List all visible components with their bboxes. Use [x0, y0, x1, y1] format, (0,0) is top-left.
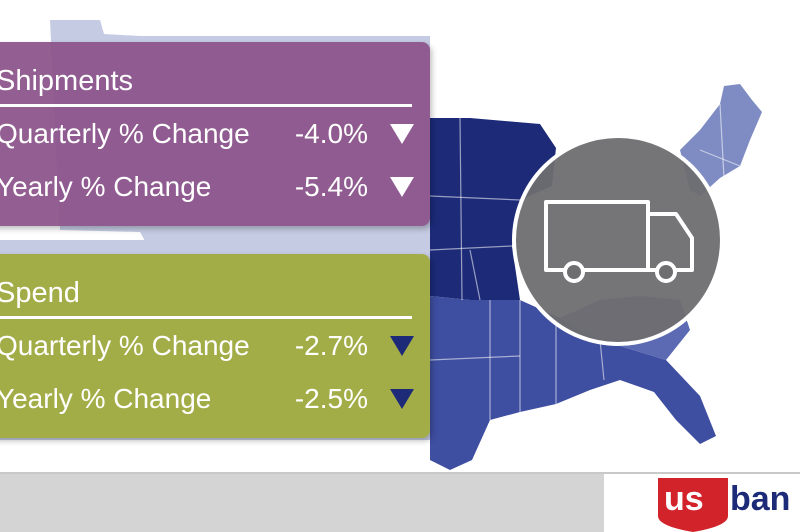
- down-triangle-icon: [390, 336, 414, 356]
- shipments-yearly-label: Yearly % Change: [0, 171, 212, 202]
- shipments-quarterly-value: -4.0%: [294, 118, 368, 149]
- spend-quarterly-row: Quarterly % Change -2.7%: [0, 326, 414, 366]
- shipments-yearly-row: Yearly % Change -5.4%: [0, 167, 414, 207]
- spend-title: Spend: [0, 277, 80, 309]
- shipments-yearly-value: -5.4%: [294, 171, 368, 202]
- down-triangle-icon: [390, 124, 414, 144]
- map-light-northeast: [680, 84, 762, 196]
- spend-quarterly-value: -2.7%: [294, 330, 368, 361]
- map-state-borders: [429, 103, 741, 420]
- usbank-shield: [658, 478, 728, 532]
- shipments-divider: [0, 104, 412, 107]
- spend-yearly-label: Yearly % Change: [0, 383, 212, 414]
- map-mid-south: [430, 296, 716, 470]
- shipments-quarterly-label: Quarterly % Change: [0, 118, 250, 149]
- usbank-logo: us ban: [658, 478, 790, 532]
- shipments-panel: Shipments Quarterly % Change -4.0% Yearl…: [0, 42, 430, 226]
- shipments-quarterly-row: Quarterly % Change -4.0%: [0, 114, 414, 154]
- spend-quarterly-label: Quarterly % Change: [0, 330, 250, 361]
- footer-band: [0, 474, 604, 532]
- usbank-logo-bank: ban: [730, 480, 790, 518]
- footer-divider: [0, 472, 800, 474]
- down-triangle-icon: [390, 389, 414, 409]
- spend-yearly-value: -2.5%: [294, 383, 368, 414]
- truck-badge-circle: [512, 134, 724, 346]
- down-triangle-icon: [390, 177, 414, 197]
- shipments-title: Shipments: [0, 65, 134, 97]
- usbank-logo-us: us: [664, 480, 704, 518]
- spend-panel: Spend Quarterly % Change -2.7% Yearly % …: [0, 254, 430, 438]
- spend-divider: [0, 316, 412, 319]
- truck-icon: [544, 200, 694, 283]
- spend-yearly-row: Yearly % Change -2.5%: [0, 379, 414, 419]
